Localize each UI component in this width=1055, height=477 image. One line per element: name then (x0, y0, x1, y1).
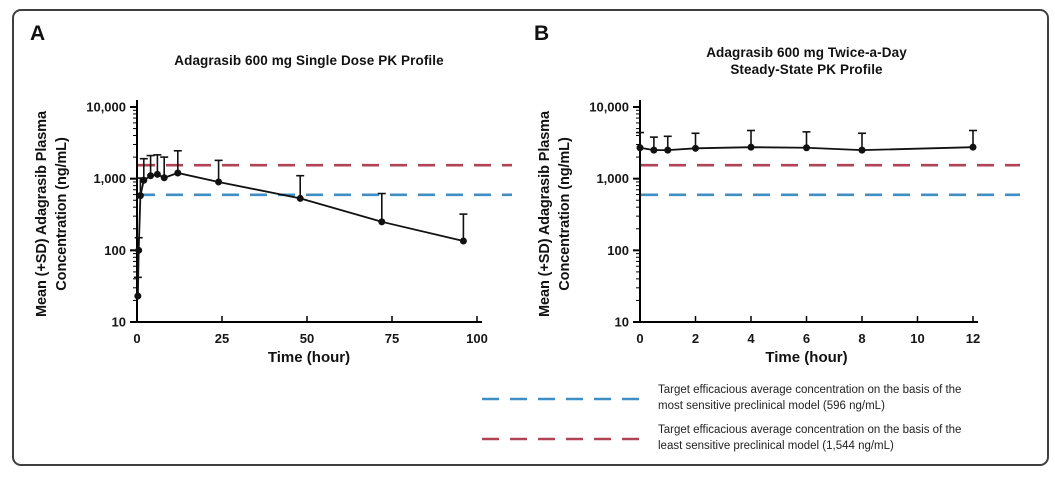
x-tick-label: 0 (133, 331, 140, 346)
x-tick-label: 25 (215, 331, 229, 346)
data-point (134, 292, 142, 300)
x-tick-label: 50 (300, 331, 314, 346)
x-tick-label: 4 (747, 331, 755, 346)
y-tick-label: 10 (112, 315, 126, 330)
legend-text-line: Target efficacious average concentration… (658, 424, 962, 436)
data-point (140, 176, 148, 184)
legend-item-least-sensitive: Target efficacious average concentration… (480, 423, 1046, 454)
chart-title-b-line2: Steady-State PK Profile (730, 62, 883, 77)
x-tick-label: 2 (692, 331, 699, 346)
x-tick-label: 8 (858, 331, 865, 346)
plot-area-a: 10 100 1,000 10,000 0 25 50 75 100 (86, 100, 512, 346)
y-tick-label: 10 (615, 315, 629, 330)
data-point (636, 144, 644, 152)
panel-letter-b: B (534, 22, 550, 45)
chart-title-b-line1: Adagrasib 600 mg Twice-a-Day (706, 45, 907, 60)
x-tick-label: 100 (466, 331, 488, 346)
data-point (969, 143, 977, 151)
data-point (135, 246, 143, 254)
legend-text-most-sensitive: Target efficacious average concentration… (658, 383, 961, 414)
x-tick-label: 75 (385, 331, 399, 346)
data-point (858, 146, 866, 154)
legend-text-least-sensitive: Target efficacious average concentration… (658, 423, 961, 454)
data-point (459, 237, 467, 245)
data-point (650, 146, 658, 154)
data-point (174, 169, 182, 177)
figure-border (12, 9, 1049, 466)
chart-title-a: Adagrasib 600 mg Single Dose PK Profile (137, 52, 481, 69)
x-tick-label: 6 (803, 331, 810, 346)
series-line (136, 172, 464, 297)
red-dashed-line-icon (482, 437, 648, 440)
y-tick-label: 10,000 (86, 100, 126, 115)
legend: Target efficacious average concentration… (480, 383, 1046, 463)
x-tick-label: 0 (636, 331, 643, 346)
x-axis-label-b: Time (hour) (765, 349, 848, 366)
data-point (664, 146, 672, 154)
y-tick-label: 10,000 (589, 100, 629, 115)
y-tick-label: 1,000 (93, 171, 126, 186)
legend-item-most-sensitive: Target efficacious average concentration… (480, 383, 1046, 414)
panel-a: A Adagrasib 600 mg Single Dose PK Profil… (0, 0, 527, 477)
data-point (296, 194, 304, 202)
x-tick-label: 10 (910, 331, 924, 346)
y-tick-label: 100 (607, 243, 629, 258)
plot-area-b: 10 100 1,000 10,000 0 2 4 6 8 10 12 (589, 100, 1020, 346)
x-axis-label-a: Time (hour) (267, 349, 351, 366)
data-point (692, 144, 699, 152)
legend-text-line: most sensitive preclinical model (596 ng… (658, 399, 885, 412)
data-point (160, 174, 168, 182)
chart-title-b: Adagrasib 600 mg Twice-a-Day Steady-Stat… (640, 44, 973, 78)
y-tick-label: 100 (104, 243, 126, 258)
y-tick-label: 1,000 (596, 171, 629, 186)
data-point (747, 143, 755, 151)
data-point (803, 144, 810, 152)
blue-dashed-line-icon (482, 397, 648, 400)
chart-title-a-line1: Adagrasib 600 mg Single Dose PK Profile (174, 53, 444, 68)
panel-letter-a: A (30, 22, 46, 45)
data-point (215, 178, 223, 186)
data-point (378, 218, 386, 226)
data-point (147, 172, 155, 180)
x-tick-label: 12 (966, 331, 980, 346)
legend-text-line: least sensitive preclinical model (1,544… (658, 439, 894, 452)
data-point (136, 192, 144, 200)
legend-text-line: Target efficacious average concentration… (658, 384, 962, 396)
panel-b: B Adagrasib 600 mg Twice-a-Day Steady-St… (527, 0, 1055, 477)
data-point (153, 170, 161, 178)
